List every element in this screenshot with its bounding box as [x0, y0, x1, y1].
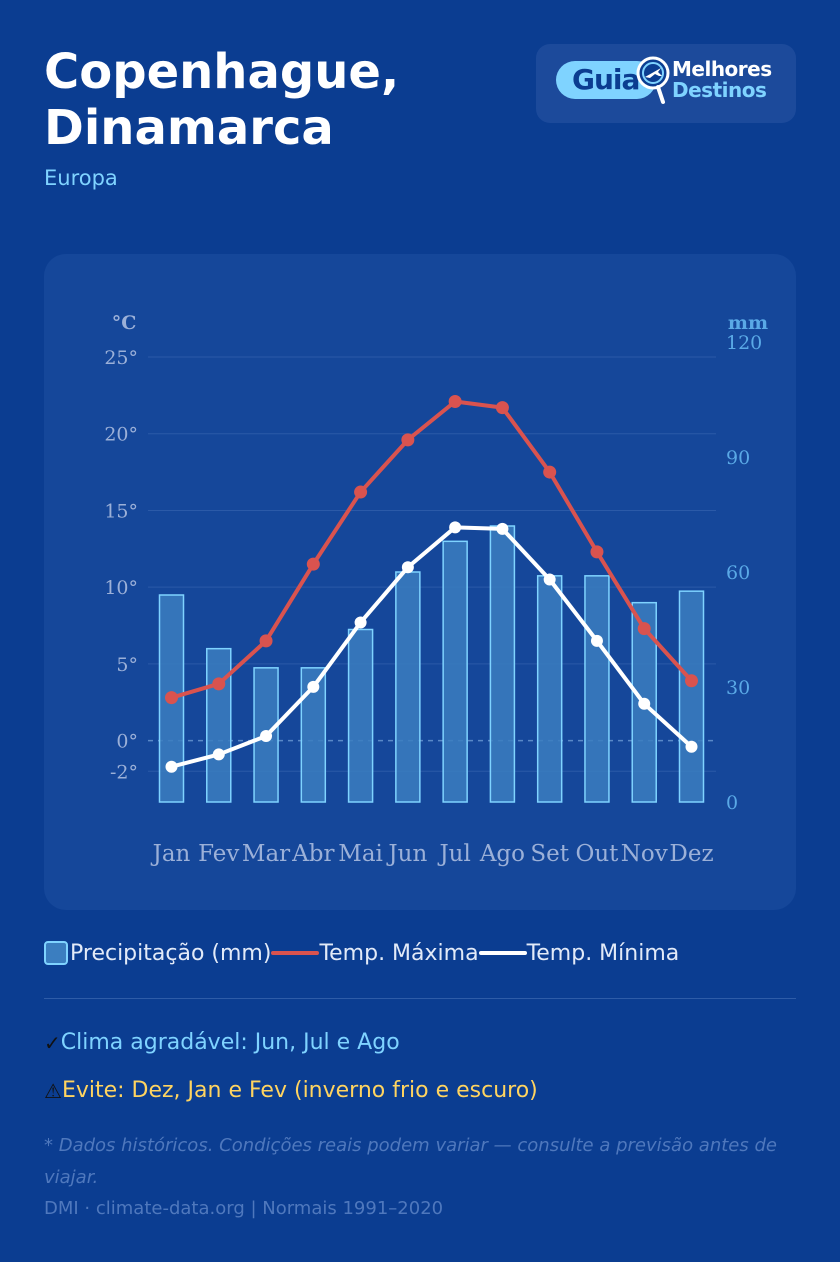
legend-tmax-label: Temp. Máxima	[319, 940, 479, 966]
airplane-magnifier-icon	[636, 56, 670, 104]
tmax-point-set	[543, 465, 557, 479]
left-tick-label: 15°	[104, 500, 138, 522]
left-tick-label: 25°	[104, 347, 138, 369]
tmin-point-fev	[212, 748, 225, 761]
tmin-point-mai	[354, 616, 367, 629]
climate-chart-card: °C mm 25° 20° 15° 10° 5° 0° -2° 120 90 60 30 0 Jan Fev M…	[44, 254, 796, 910]
left-tick-label: 20°	[104, 424, 138, 446]
tmin-point-jul	[449, 521, 462, 534]
tmax-point-abr	[306, 557, 320, 571]
precip-bar-mai	[347, 628, 374, 803]
tmax-point-jan	[165, 691, 178, 705]
tmax-point-out	[590, 545, 604, 559]
left-tick-label: -2°	[110, 761, 138, 783]
x-tick-label: Set	[530, 841, 569, 867]
tmin-point-jan	[165, 760, 178, 773]
x-tick-label: Mai	[338, 841, 383, 867]
x-tick-label: Nov	[621, 841, 668, 867]
page-title: Copenhague, Dinamarca	[44, 44, 400, 156]
precip-bar-out	[584, 575, 610, 803]
disclaimer: * Dados históricos. Condições reais pode…	[44, 1135, 777, 1188]
legend-tmin: Temp. Mínima	[478, 940, 680, 966]
legend-precip: Precipitação (mm)	[44, 941, 271, 966]
logo-destinos-text: Destinos	[672, 78, 767, 102]
logo-melhores-text: Melhores	[672, 57, 772, 81]
tmin-point-abr	[307, 680, 320, 693]
legend-tmin-label: Temp. Mínima	[526, 940, 680, 966]
x-tick-label: Out	[575, 841, 619, 867]
good-weather-text: Clima agradável: Jun, Jul e Ago	[60, 1030, 400, 1055]
x-tick-label: Jan	[151, 841, 191, 867]
check-icon: ✓	[44, 1030, 61, 1055]
divider	[44, 998, 796, 999]
tmin-point-jun	[401, 561, 414, 574]
tmax-point-nov	[637, 622, 651, 636]
x-tick-label: Jul	[437, 841, 470, 867]
x-tick-label: Dez	[669, 841, 713, 867]
right-tick-label: 60	[726, 562, 750, 584]
tmax-point-fev	[212, 677, 226, 691]
good-weather-note: ✓ Clima agradável: Jun, Jul e Ago	[44, 1030, 400, 1055]
tmax-point-ago	[495, 401, 509, 415]
left-tick-label: 0°	[116, 731, 138, 753]
tmax-point-jul	[448, 395, 462, 408]
legend-precip-swatch	[44, 941, 68, 965]
tmin-point-out	[590, 634, 603, 647]
tmax-line	[170, 399, 693, 700]
right-tick-label: 0	[726, 792, 738, 814]
tmin-line	[170, 525, 693, 769]
x-tick-label: Abr	[291, 841, 334, 867]
precip-bar-jun	[395, 571, 421, 803]
tmin-point-ago	[496, 522, 509, 535]
precip-bar-fev	[206, 647, 232, 803]
precip-bar-set	[536, 575, 563, 803]
tmin-point-nov	[638, 697, 651, 710]
left-tick-label: 5°	[116, 654, 138, 676]
x-tick-label: Mar	[242, 841, 290, 867]
x-tick-label: Fev	[198, 841, 239, 867]
logo-guia-text: Guia	[572, 63, 640, 96]
region-subtitle: Europa	[44, 166, 118, 190]
precip-bar-dez	[678, 590, 705, 803]
precip-bar-ago	[489, 525, 516, 803]
brand-logo[interactable]: Guia Melhores Destinos	[536, 44, 796, 123]
x-tick-label: Jun	[386, 841, 427, 867]
tmin-point-set	[543, 573, 556, 586]
precip-bar-jul	[442, 540, 468, 803]
legend-precip-label: Precipitação (mm)	[70, 940, 272, 966]
tmax-point-jun	[401, 433, 415, 447]
tmin-point-dez	[685, 740, 698, 753]
avoid-note: ⚠ Evite: Dez, Jan e Fev (inverno frio e …	[44, 1078, 538, 1103]
tmax-point-mar	[259, 634, 273, 648]
right-tick-label: 120	[726, 332, 762, 354]
tmax-point-dez	[685, 674, 698, 688]
legend-tmin-swatch	[478, 951, 527, 955]
legend-tmax-swatch	[271, 951, 320, 955]
warning-icon: ⚠	[44, 1078, 62, 1103]
left-axis-label: °C	[112, 312, 137, 334]
data-source: DMI · climate-data.org | Normais 1991–20…	[44, 1198, 444, 1219]
tmax-point-mai	[354, 485, 368, 499]
left-tick-label: 10°	[104, 577, 138, 599]
right-tick-label: 90	[726, 447, 750, 469]
x-tick-label: Ago	[479, 841, 525, 867]
legend-tmax: Temp. Máxima	[271, 940, 479, 966]
right-axis-label: mm	[728, 312, 768, 334]
tmin-point-mar	[260, 730, 273, 743]
chart-legend: Precipitação (mm) Temp. Máxima Temp. Mín…	[44, 938, 679, 968]
avoid-text: Evite: Dez, Jan e Fev (inverno frio e es…	[61, 1078, 538, 1103]
right-tick-label: 30	[726, 677, 750, 699]
